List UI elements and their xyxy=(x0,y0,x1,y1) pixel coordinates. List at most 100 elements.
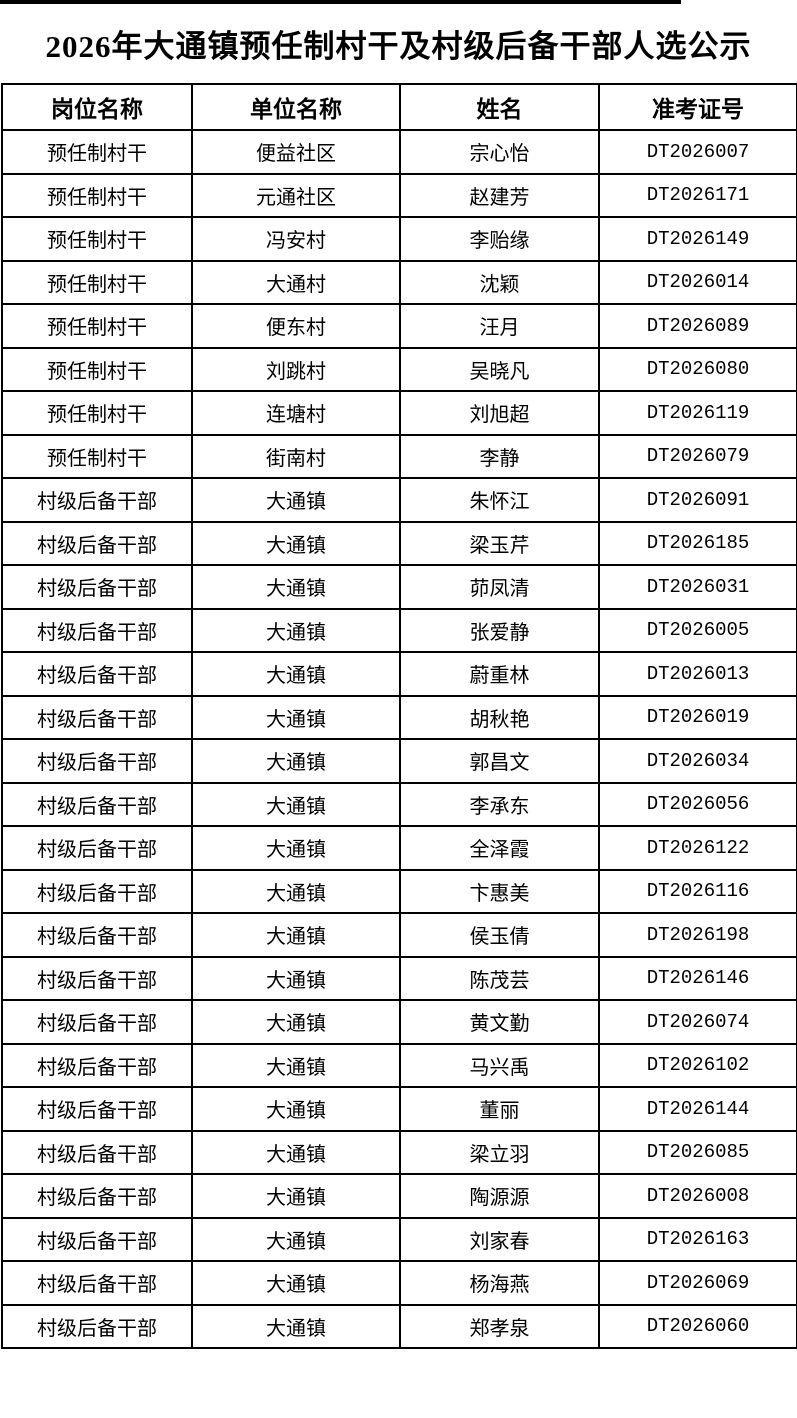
table-cell-unit: 便益社区 xyxy=(191,129,401,175)
table-cell-position: 村级后备干部 xyxy=(1,607,193,653)
table-cell-position: 村级后备干部 xyxy=(1,1086,193,1132)
table-row: 预任制村干 刘跳村 吴晓凡 DT2026080 xyxy=(1,346,797,392)
table-row: 预任制村干 元通社区 赵建芳 DT2026171 xyxy=(1,172,797,218)
table-cell-name: 胡秋艳 xyxy=(399,694,600,740)
table-row: 村级后备干部 大通镇 杨海燕 DT2026069 xyxy=(1,1260,797,1306)
table-cell-unit: 刘跳村 xyxy=(191,346,401,392)
table-row: 预任制村干 街南村 李静 DT2026079 xyxy=(1,433,797,479)
table-cell-position: 村级后备干部 xyxy=(1,1129,193,1175)
table-cell-ticket-number: DT2026060 xyxy=(598,1303,797,1349)
table-cell-ticket-number: DT2026198 xyxy=(598,912,797,958)
table-cell-name: 宗心怡 xyxy=(399,129,600,175)
table-cell-position: 村级后备干部 xyxy=(1,999,193,1045)
table-cell-position: 村级后备干部 xyxy=(1,825,193,871)
table-row: 村级后备干部 大通镇 黄文勤 DT2026074 xyxy=(1,999,797,1045)
table-cell-unit: 便东村 xyxy=(191,303,401,349)
table-cell-ticket-number: DT2026079 xyxy=(598,433,797,479)
table-cell-position: 村级后备干部 xyxy=(1,955,193,1001)
page-title: 2026年大通镇预任制村干及村级后备干部人选公示 xyxy=(45,29,752,64)
table-cell-ticket-number: DT2026089 xyxy=(598,303,797,349)
table-cell-unit: 大通镇 xyxy=(191,912,401,958)
table-cell-ticket-number: DT2026013 xyxy=(598,651,797,697)
table-cell-position: 村级后备干部 xyxy=(1,1260,193,1306)
table-row: 村级后备干部 大通镇 全泽霞 DT2026122 xyxy=(1,825,797,871)
table-cell-unit: 大通镇 xyxy=(191,738,401,784)
table-cell-unit: 大通镇 xyxy=(191,1303,401,1349)
table-cell-position: 村级后备干部 xyxy=(1,781,193,827)
table-cell-name: 陶源源 xyxy=(399,1173,600,1219)
table-cell-ticket-number: DT2026149 xyxy=(598,216,797,262)
table-row: 村级后备干部 大通镇 陈茂芸 DT2026146 xyxy=(1,955,797,1001)
table-cell-position: 预任制村干 xyxy=(1,303,193,349)
table-cell-unit: 大通镇 xyxy=(191,1173,401,1219)
table-cell-name: 张爱静 xyxy=(399,607,600,653)
candidates-table: 岗位名称 单位名称 姓名 准考证号 预任制村干 便益社区 宗心怡 DT2026007 预任制村… xyxy=(1,83,797,1349)
table-row: 村级后备干部 大通镇 朱怀江 DT2026091 xyxy=(1,477,797,523)
table-cell-ticket-number: DT2026069 xyxy=(598,1260,797,1306)
table-cell-ticket-number: DT2026146 xyxy=(598,955,797,1001)
table-cell-ticket-number: DT2026102 xyxy=(598,1042,797,1088)
table-cell-unit: 连塘村 xyxy=(191,390,401,436)
table-cell-name: 赵建芳 xyxy=(399,172,600,218)
table-cell-unit: 冯安村 xyxy=(191,216,401,262)
table-cell-position: 村级后备干部 xyxy=(1,651,193,697)
table-cell-unit: 大通镇 xyxy=(191,520,401,566)
table-header-row: 岗位名称 单位名称 姓名 准考证号 xyxy=(1,83,797,131)
table-row: 村级后备干部 大通镇 梁立羽 DT2026085 xyxy=(1,1129,797,1175)
table-cell-ticket-number: DT2026080 xyxy=(598,346,797,392)
table-row: 村级后备干部 大通镇 郑孝泉 DT2026060 xyxy=(1,1303,797,1349)
table-cell-name: 侯玉倩 xyxy=(399,912,600,958)
table-cell-ticket-number: DT2026005 xyxy=(598,607,797,653)
table-cell-ticket-number: DT2026171 xyxy=(598,172,797,218)
table-cell-unit: 街南村 xyxy=(191,433,401,479)
column-header-unit: 单位名称 xyxy=(191,83,401,131)
table-cell-unit: 大通镇 xyxy=(191,1129,401,1175)
table-cell-ticket-number: DT2026019 xyxy=(598,694,797,740)
table-body: 预任制村干 便益社区 宗心怡 DT2026007 预任制村干 元通社区 赵建芳 DT20261… xyxy=(1,129,797,1349)
table-cell-name: 朱怀江 xyxy=(399,477,600,523)
table-cell-unit: 大通镇 xyxy=(191,781,401,827)
table-row: 村级后备干部 大通镇 卞惠美 DT2026116 xyxy=(1,868,797,914)
table-cell-name: 全泽霞 xyxy=(399,825,600,871)
column-header-ticket-number: 准考证号 xyxy=(598,83,797,131)
table-cell-ticket-number: DT2026056 xyxy=(598,781,797,827)
table-cell-position: 村级后备干部 xyxy=(1,738,193,784)
table-cell-name: 马兴禹 xyxy=(399,1042,600,1088)
table-row: 村级后备干部 大通镇 马兴禹 DT2026102 xyxy=(1,1042,797,1088)
table-cell-ticket-number: DT2026074 xyxy=(598,999,797,1045)
table-cell-unit: 大通镇 xyxy=(191,955,401,1001)
table-cell-position: 预任制村干 xyxy=(1,433,193,479)
table-cell-name: 杨海燕 xyxy=(399,1260,600,1306)
table-cell-position: 村级后备干部 xyxy=(1,564,193,610)
table-row: 预任制村干 便益社区 宗心怡 DT2026007 xyxy=(1,129,797,175)
table-cell-name: 梁立羽 xyxy=(399,1129,600,1175)
column-header-position: 岗位名称 xyxy=(1,83,193,131)
table-cell-name: 刘旭超 xyxy=(399,390,600,436)
top-divider-rule xyxy=(0,0,681,4)
table-cell-ticket-number: DT2026163 xyxy=(598,1216,797,1262)
table-cell-name: 郭昌文 xyxy=(399,738,600,784)
table-cell-unit: 大通镇 xyxy=(191,1086,401,1132)
table-cell-unit: 大通镇 xyxy=(191,607,401,653)
table-cell-position: 村级后备干部 xyxy=(1,1303,193,1349)
table-cell-name: 沈颖 xyxy=(399,259,600,305)
table-cell-ticket-number: DT2026144 xyxy=(598,1086,797,1132)
table-cell-unit: 大通镇 xyxy=(191,825,401,871)
table-cell-ticket-number: DT2026007 xyxy=(598,129,797,175)
table-cell-ticket-number: DT2026119 xyxy=(598,390,797,436)
table-cell-unit: 大通村 xyxy=(191,259,401,305)
table-row: 村级后备干部 大通镇 张爱静 DT2026005 xyxy=(1,607,797,653)
table-cell-position: 村级后备干部 xyxy=(1,1042,193,1088)
table-cell-unit: 大通镇 xyxy=(191,1260,401,1306)
table-cell-position: 预任制村干 xyxy=(1,346,193,392)
table-cell-name: 刘家春 xyxy=(399,1216,600,1262)
table-cell-unit: 大通镇 xyxy=(191,694,401,740)
table-cell-position: 村级后备干部 xyxy=(1,1216,193,1262)
table-cell-position: 村级后备干部 xyxy=(1,477,193,523)
table-cell-ticket-number: DT2026034 xyxy=(598,738,797,784)
table-cell-position: 预任制村干 xyxy=(1,172,193,218)
table-cell-name: 董丽 xyxy=(399,1086,600,1132)
table-cell-name: 吴晓凡 xyxy=(399,346,600,392)
table-row: 村级后备干部 大通镇 董丽 DT2026144 xyxy=(1,1086,797,1132)
